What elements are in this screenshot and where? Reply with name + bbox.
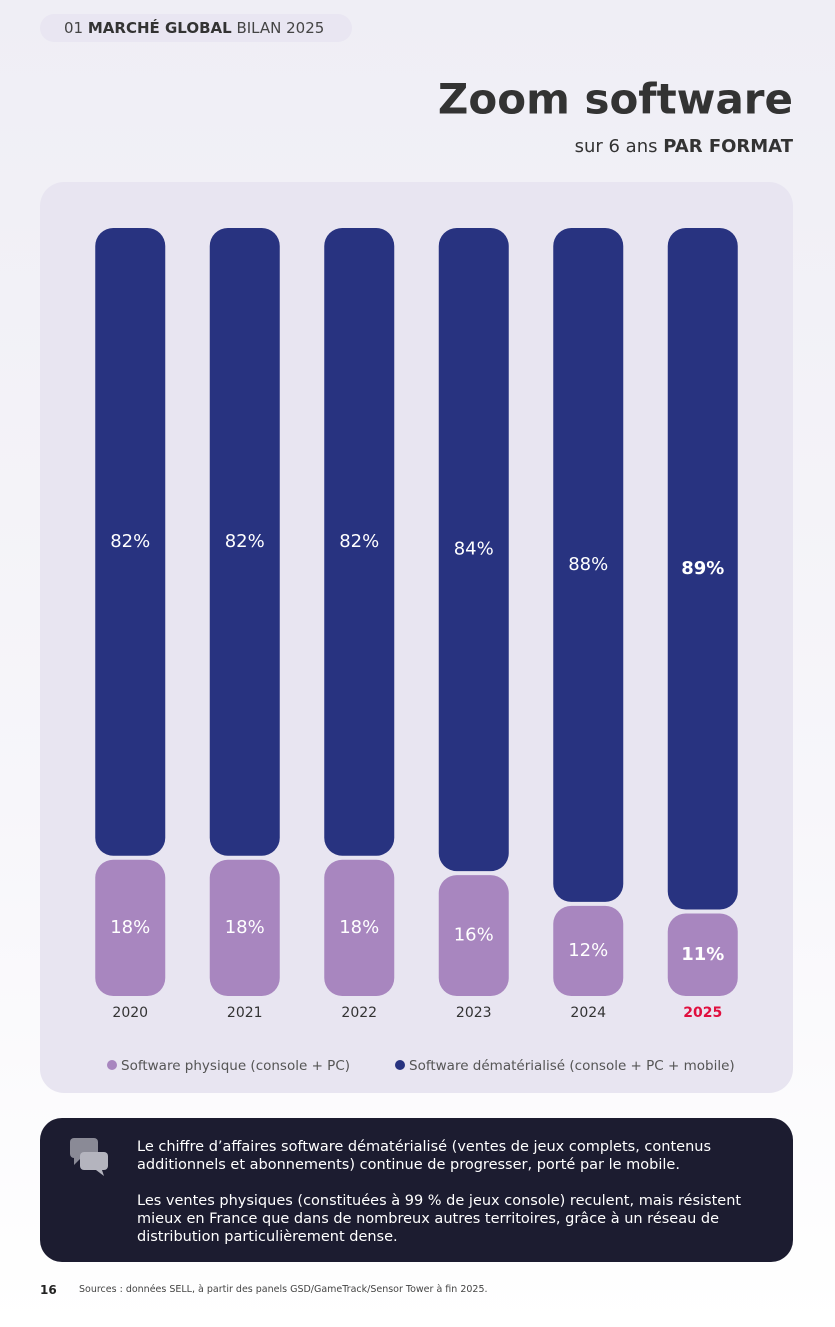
legend-swatch xyxy=(395,1060,405,1070)
legend-label: Software physique (console + PC) xyxy=(121,1058,350,1074)
bar-segment xyxy=(553,905,624,996)
note-paragraph: Les ventes physiques (constituées à 99 %… xyxy=(137,1193,742,1245)
value-label: 18% xyxy=(225,917,265,938)
value-label: 11% xyxy=(681,944,724,965)
bar-segment xyxy=(95,859,166,996)
bar-segment xyxy=(438,228,509,872)
category-label: 2025 xyxy=(683,1005,722,1021)
value-label: 82% xyxy=(339,531,379,552)
value-label: 18% xyxy=(339,917,379,938)
value-label: 82% xyxy=(225,531,265,552)
chat-icon xyxy=(70,1138,108,1176)
legend-label: Software dématérialisé (console + PC + m… xyxy=(409,1058,735,1074)
section-name: MARCHÉ GLOBAL xyxy=(87,19,232,37)
bar-segment xyxy=(667,913,738,996)
value-label: 16% xyxy=(454,925,494,946)
plot: 18% 82% 2020 18% 82% 2021 18% 82% 2022 16% 84% 2023… xyxy=(95,228,738,1074)
category-label: 2021 xyxy=(227,1005,263,1021)
bar-segment xyxy=(667,228,738,910)
category-label: 2024 xyxy=(570,1005,606,1021)
section-number: 01 xyxy=(64,19,84,37)
bar-segment xyxy=(209,228,280,856)
category-label: 2022 xyxy=(341,1005,377,1021)
bar-segment xyxy=(209,859,280,996)
value-label: 18% xyxy=(110,917,150,938)
bar-segment xyxy=(438,875,509,996)
bar-segment xyxy=(95,228,166,856)
chart-subtitle: sur 6 ans PAR FORMAT xyxy=(575,136,794,157)
value-label: 88% xyxy=(568,554,608,575)
bar-segment xyxy=(324,859,395,996)
value-label: 12% xyxy=(568,940,608,961)
chart-title: Zoom software xyxy=(438,75,793,124)
value-label: 84% xyxy=(454,539,494,560)
section-label: BILAN 2025 xyxy=(236,19,325,37)
bar-segment xyxy=(324,228,395,856)
category-label: 2020 xyxy=(112,1005,148,1021)
subtitle-prefix: sur 6 ans xyxy=(575,136,658,157)
legend-swatch xyxy=(107,1060,117,1070)
chart: Zoom software sur 6 ans PAR FORMAT 18% 82… xyxy=(40,75,794,1093)
sources: Sources : données SELL, à partir des pan… xyxy=(79,1284,488,1295)
page-number: 16 xyxy=(40,1283,57,1297)
section-pill: 01 MARCHÉ GLOBAL BILAN 2025 xyxy=(40,14,352,42)
value-label: 89% xyxy=(681,558,724,579)
bar-segment xyxy=(553,228,624,902)
note-paragraph: Le chiffre d’affaires software dématéria… xyxy=(137,1139,712,1173)
value-label: 82% xyxy=(110,531,150,552)
category-label: 2023 xyxy=(456,1005,492,1021)
subtitle-emphasis: PAR FORMAT xyxy=(663,136,794,157)
note-box: Le chiffre d’affaires software dématéria… xyxy=(40,1118,793,1262)
